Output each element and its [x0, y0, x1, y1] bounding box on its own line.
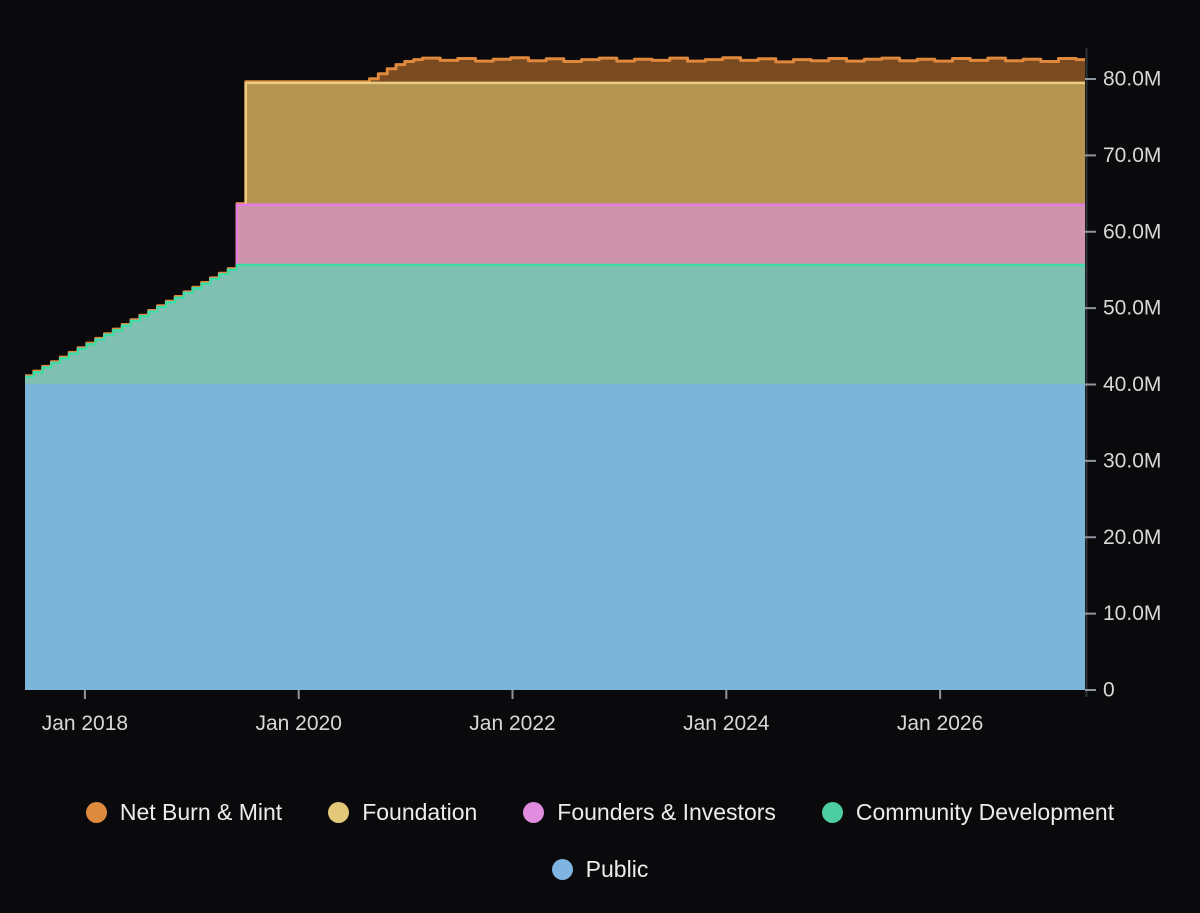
- y-axis: 0 10.0M 20.0M 30.0M 40.0M 50.0M 60.0M 70.0M 80.0…: [1085, 48, 1161, 702]
- legend-dot-foundation: [328, 802, 350, 823]
- legend-label: Community Development: [855, 799, 1115, 825]
- y-tick-label: 60.0M: [1103, 220, 1161, 243]
- legend-label: Net Burn & Mint: [119, 799, 283, 825]
- x-tick-label: Jan 2018: [42, 712, 128, 735]
- x-axis: Jan 2018 Jan 2020 Jan 2022 Jan 2024 Jan 2026: [42, 690, 983, 735]
- legend-item-founders-investors[interactable]: Founders & Investors: [523, 799, 776, 826]
- series-area-public[interactable]: [25, 384, 1085, 691]
- legend-dot-founders-investors: [523, 802, 545, 823]
- x-tick-label: Jan 2024: [683, 712, 770, 735]
- y-tick-label: 80.0M: [1103, 68, 1161, 91]
- y-tick-label: 30.0M: [1103, 449, 1161, 472]
- legend-item-community-development[interactable]: Community Development: [821, 799, 1115, 826]
- legend: Net Burn & Mint Foundation Founders & Inve…: [0, 799, 1200, 883]
- series-fills: [25, 57, 1085, 691]
- legend-row-2: Public: [551, 856, 649, 883]
- y-tick-label: 50.0M: [1103, 297, 1161, 320]
- legend-label: Public: [585, 856, 649, 882]
- x-tick-label: Jan 2022: [469, 712, 555, 735]
- legend-dot-net-burn-mint: [85, 802, 107, 823]
- legend-item-public[interactable]: Public: [551, 856, 649, 883]
- legend-label: Foundation: [362, 799, 478, 825]
- y-tick-label: 40.0M: [1103, 373, 1161, 396]
- y-tick-label: 70.0M: [1103, 144, 1161, 167]
- legend-dot-public: [551, 859, 573, 880]
- x-tick-label: Jan 2026: [897, 712, 983, 735]
- y-tick-label: 0: [1103, 679, 1115, 702]
- y-tick-label: 10.0M: [1103, 602, 1161, 625]
- legend-row-1: Net Burn & Mint Foundation Founders & Inve…: [85, 799, 1115, 826]
- legend-item-net-burn-mint[interactable]: Net Burn & Mint: [85, 799, 283, 826]
- legend-label: Founders & Investors: [557, 799, 776, 825]
- y-tick-label: 20.0M: [1103, 526, 1161, 549]
- series-lines: [25, 56, 1085, 385]
- x-tick-label: Jan 2020: [255, 712, 341, 735]
- legend-item-foundation[interactable]: Foundation: [328, 799, 477, 826]
- series-line-community-development: [25, 263, 1085, 379]
- supply-stacked-area-chart: 0 10.0M 20.0M 30.0M 40.0M 50.0M 60.0M 70.0M 80.0…: [25, 48, 1161, 735]
- legend-dot-community-development: [821, 802, 843, 823]
